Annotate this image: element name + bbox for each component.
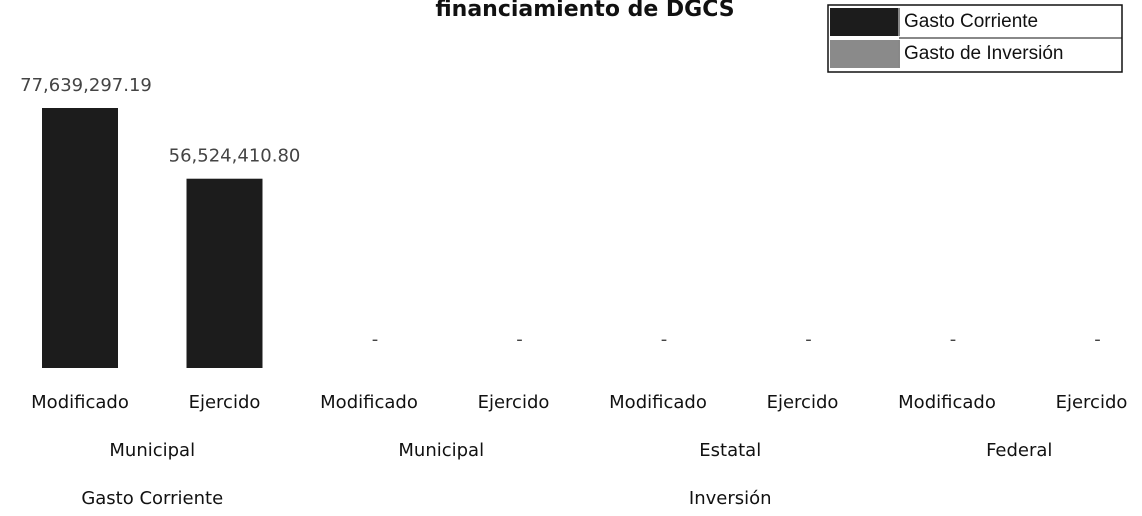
legend-label: Gasto de Inversión <box>904 43 1063 64</box>
legend-label: Gasto Corriente <box>904 11 1038 32</box>
x-tick-label: Modificado <box>320 392 418 413</box>
x-tick-label: Ejercido <box>478 392 550 413</box>
group-label: Federal <box>986 440 1052 461</box>
value-label: 77,639,297.19 <box>20 75 152 96</box>
x-tick-label: Ejercido <box>767 392 839 413</box>
bar <box>42 108 118 368</box>
value-label: - <box>950 329 957 350</box>
bar <box>186 178 263 368</box>
value-label: 56,524,410.80 <box>169 146 301 167</box>
legend-swatch <box>830 40 898 68</box>
x-tick-label: Ejercido <box>1056 392 1128 413</box>
super-group-label: Gasto Corriente <box>81 488 223 509</box>
chart-title: financiamiento de DGCS <box>435 0 734 22</box>
x-tick-label: Ejercido <box>189 392 261 413</box>
x-tick-label: Modificado <box>898 392 996 413</box>
x-tick-label: Modificado <box>31 392 129 413</box>
value-label: - <box>805 329 812 350</box>
value-label: - <box>372 329 379 350</box>
group-label: Municipal <box>109 440 195 461</box>
super-group-label: Inversión <box>689 488 772 509</box>
value-label: - <box>1094 329 1101 350</box>
value-label: - <box>661 329 668 350</box>
x-tick-label: Modificado <box>609 392 707 413</box>
group-label: Estatal <box>699 440 761 461</box>
value-label: - <box>516 329 523 350</box>
legend-swatch <box>830 8 898 36</box>
group-label: Municipal <box>398 440 484 461</box>
